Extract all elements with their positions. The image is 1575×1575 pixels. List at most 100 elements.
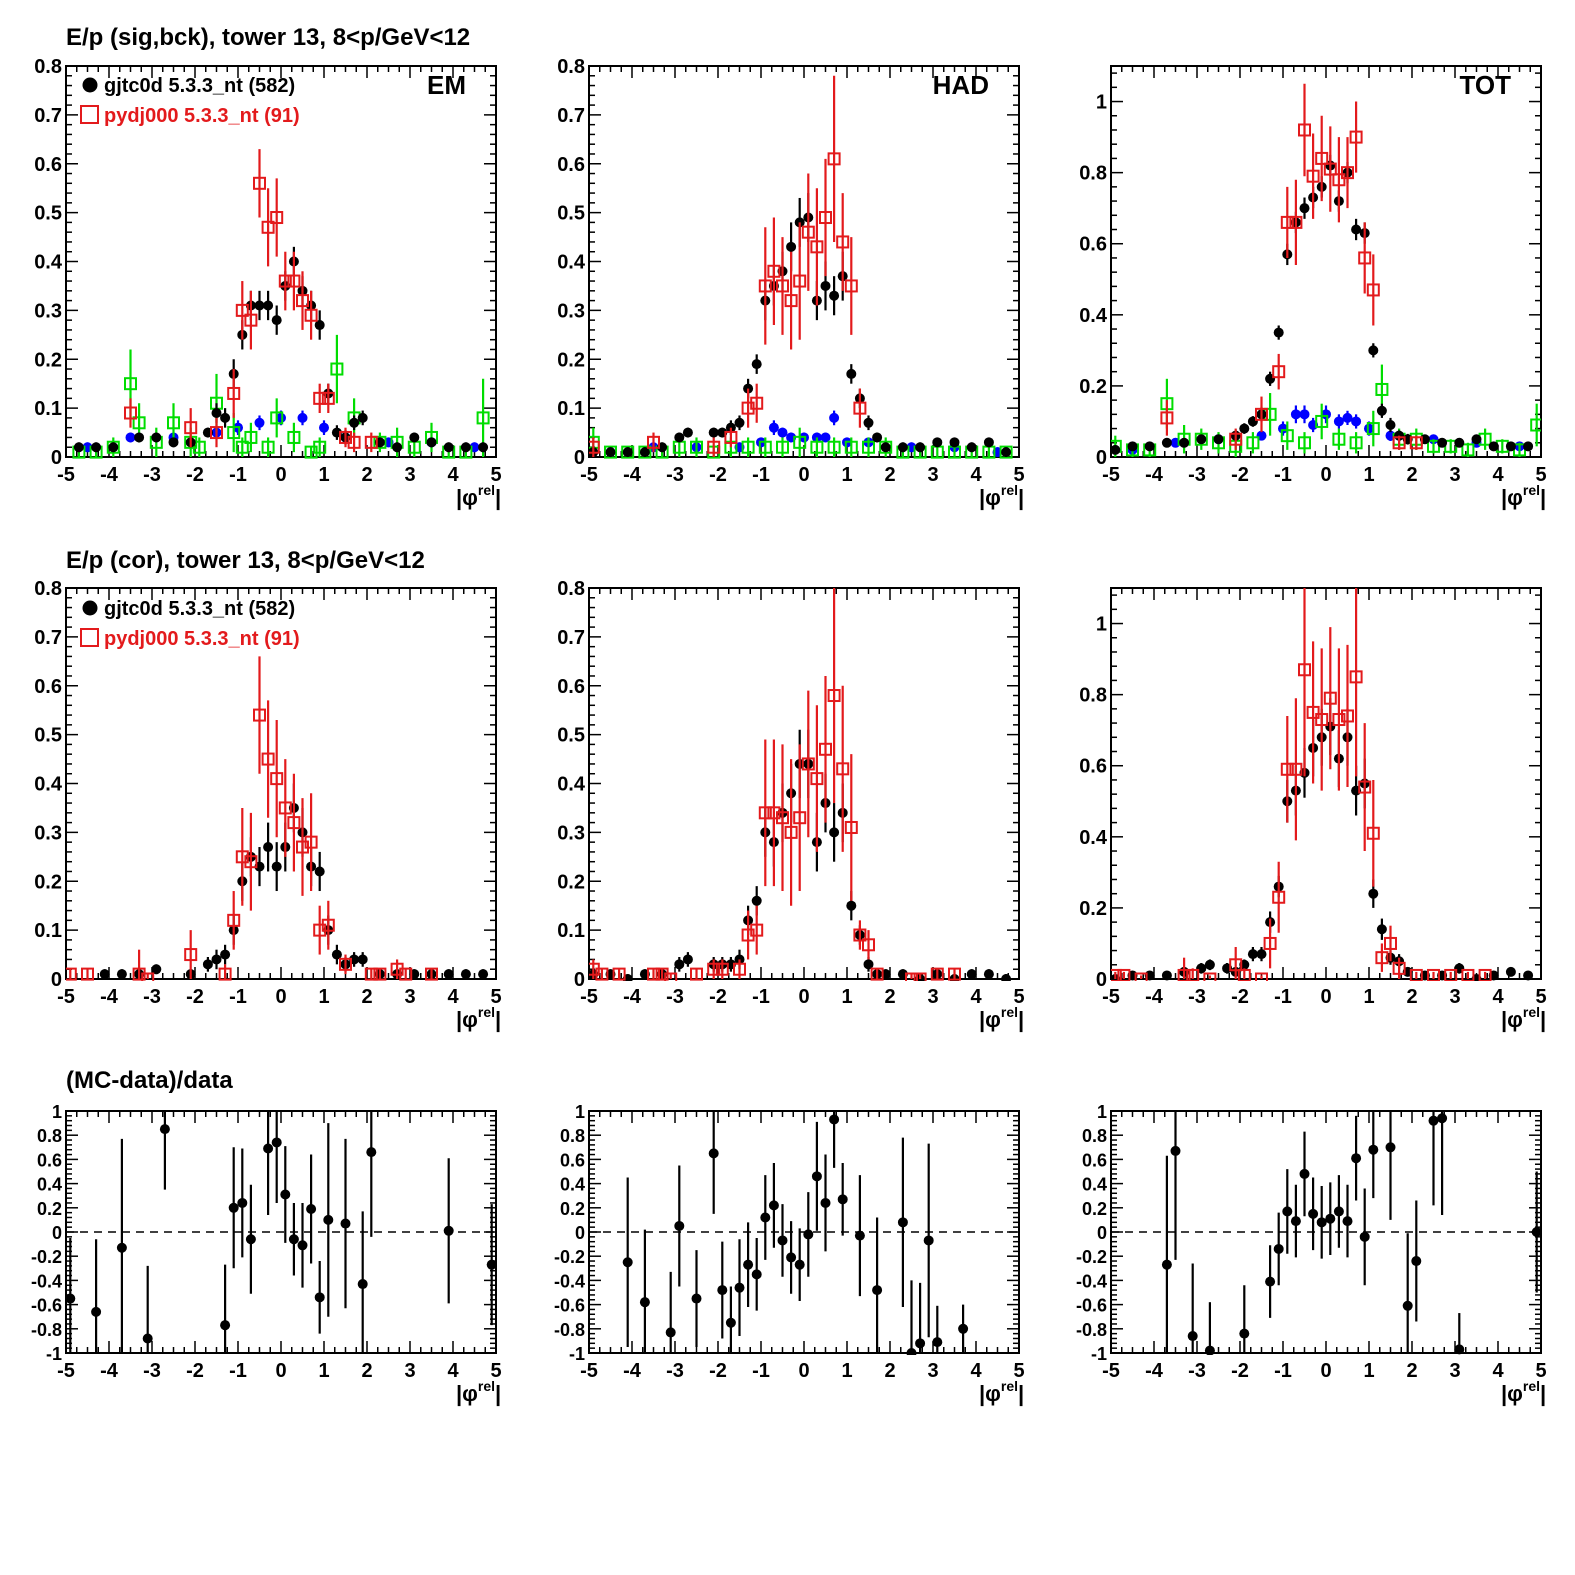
data-point: [125, 432, 136, 443]
data-point: [141, 972, 155, 981]
y-tick-label: 0.1: [34, 398, 62, 420]
data-point: [1111, 444, 1121, 455]
x-tick-label: 5: [1013, 986, 1024, 1008]
y-tick-label: 0.6: [560, 1150, 585, 1170]
data-point: [1342, 1216, 1353, 1227]
x-tick-label: -4: [100, 1360, 119, 1382]
x-tick-label: -4: [100, 986, 119, 1008]
x-tick-label: 0: [798, 464, 809, 486]
y-tick-label: 0.4: [1079, 827, 1108, 849]
data-point: [786, 1252, 797, 1263]
data-point: [793, 435, 807, 449]
y-tick-label: -0.6: [1076, 1296, 1107, 1316]
data-point: [1298, 663, 1311, 677]
data-point: [665, 1327, 676, 1338]
data-point: [314, 320, 325, 331]
x-tick-label: 0: [1320, 464, 1331, 486]
data-point: [1144, 441, 1155, 452]
x-tick-label: -4: [1145, 464, 1164, 486]
data-point: [768, 1200, 779, 1211]
data-point: [297, 412, 308, 423]
data-point: [862, 938, 875, 952]
data-point: [751, 359, 762, 370]
data-point: [604, 445, 617, 459]
data-point: [758, 806, 772, 820]
data-point: [1358, 251, 1372, 265]
x-tick-label: 2: [884, 464, 895, 486]
y-tick-label: 0.7: [557, 105, 585, 127]
data-point: [691, 1293, 702, 1304]
x-tick-label: 3: [1449, 464, 1460, 486]
legend-mc-marker: [80, 628, 99, 647]
data-point: [314, 866, 325, 877]
x-tick-label: 4: [1492, 464, 1504, 486]
data-point: [304, 308, 318, 322]
data-point: [321, 391, 335, 405]
data-point: [245, 1234, 256, 1245]
data-point: [1341, 166, 1354, 180]
data-point: [1111, 968, 1122, 981]
data-point: [708, 1148, 719, 1159]
x-tick-label: 5: [1535, 986, 1546, 1008]
legend-middle: gjtc0d 5.3.3_nt (582) pydj000 5.3.3_nt (…: [80, 598, 300, 650]
data-point: [478, 442, 489, 453]
data-point: [1298, 123, 1311, 137]
y-tick-label: 0.7: [557, 627, 585, 649]
x-axis-label: |φrel|: [1501, 1004, 1546, 1032]
legend-data-marker: [82, 600, 98, 616]
data-point: [271, 861, 282, 872]
data-point: [801, 225, 815, 239]
panel-0-2: -5 -4 -3 -2 -1 0 1 2 3 4 5|φrel| 0 0.2 0.4 0.6 0.8 1 TOT: [1079, 65, 1547, 510]
panel-2-0: -5 -4 -3 -2 -1 0 1 2 3 4 5|φrel| -1 -0.8 -0.6 -0.4 -0.2…: [31, 1102, 502, 1406]
data-point: [460, 442, 471, 453]
y-tick-label: 0: [51, 969, 62, 991]
data-point: [844, 820, 858, 834]
data-point: [734, 417, 745, 428]
data-point: [674, 432, 685, 443]
y-tick-label: 0.3: [34, 822, 62, 844]
x-tick-label: -2: [709, 986, 727, 1008]
data-point: [777, 427, 788, 438]
x-tick-label: -2: [186, 464, 204, 486]
panel-label: TOT: [1459, 70, 1511, 100]
x-tick-label: 4: [1492, 1360, 1504, 1382]
y-tick-label: -1: [569, 1344, 585, 1364]
y-tick-label: 0.8: [1079, 685, 1107, 707]
data-point: [106, 440, 120, 454]
data-point: [151, 432, 162, 443]
data-point: [1530, 418, 1541, 432]
x-tick-label: 4: [447, 1360, 459, 1382]
y-tick-label: 0.8: [557, 56, 585, 78]
series-data: [66, 1111, 496, 1353]
y-tick-label: 0.4: [557, 252, 586, 274]
y-tick-label: 0.2: [560, 1199, 585, 1219]
data-point: [288, 1234, 299, 1245]
data-point: [1323, 691, 1337, 705]
y-tick-label: 0.6: [34, 154, 62, 176]
data-point: [983, 969, 994, 980]
data-point: [1273, 1243, 1284, 1254]
data-point: [1298, 436, 1311, 450]
data-point: [647, 967, 660, 981]
data-point: [733, 962, 746, 976]
y-axis: 0 0.1 0.2 0.3 0.4 0.5 0.6 0.7 0.8: [34, 56, 496, 469]
data-point: [862, 440, 875, 454]
x-tick-label: 1: [1363, 464, 1374, 486]
data-point: [276, 412, 286, 423]
data-point: [1299, 409, 1310, 420]
data-point: [836, 762, 850, 776]
y-tick-label: 0.6: [557, 154, 585, 176]
x-axis-label: |φrel|: [979, 482, 1024, 510]
data-point: [1204, 1345, 1215, 1355]
y-tick-label: 0.4: [34, 774, 63, 796]
y-tick-label: -0.4: [1076, 1271, 1107, 1291]
data-point: [1280, 215, 1294, 229]
y-tick-label: 0.4: [560, 1175, 585, 1195]
x-tick-label: -4: [623, 464, 642, 486]
data-point: [271, 315, 282, 326]
x-tick-label: 1: [841, 464, 852, 486]
row-title-cor: E/p (cor), tower 13, 8<p/GeV<12: [66, 547, 425, 574]
x-tick-label: 2: [361, 464, 372, 486]
data-point: [690, 967, 703, 981]
data-point: [1368, 1144, 1379, 1155]
